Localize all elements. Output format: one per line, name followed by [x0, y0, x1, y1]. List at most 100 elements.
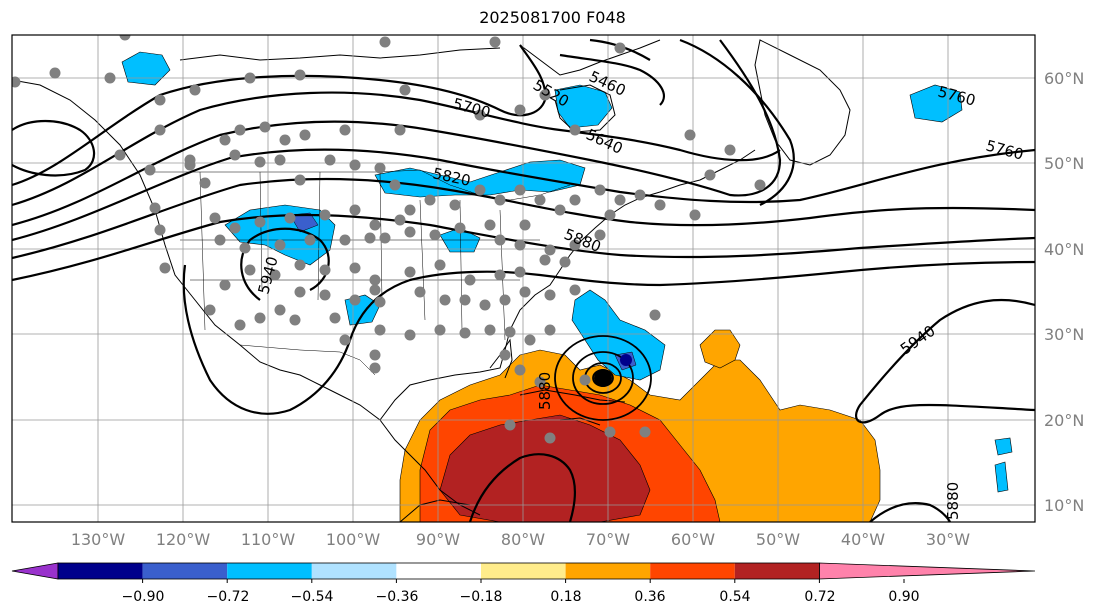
- anomaly-fill-red: [439, 414, 651, 522]
- station-dot: [494, 269, 506, 281]
- longitude-label: 80°W: [501, 530, 545, 549]
- longitude-label: 60°W: [671, 530, 715, 549]
- station-dot: [569, 124, 581, 136]
- longitude-label: 110°W: [241, 530, 296, 549]
- station-dot: [234, 319, 246, 331]
- colorbar-tick: 0.90: [888, 589, 919, 605]
- station-dot: [704, 169, 716, 181]
- station-dot: [639, 426, 651, 438]
- colorbar-segment: [734, 563, 820, 579]
- station-dot: [504, 326, 516, 338]
- longitude-label: 70°W: [586, 530, 630, 549]
- station-dot: [12, 76, 21, 88]
- anomaly-fill-plains-darkblue: [289, 212, 319, 233]
- station-dot: [484, 219, 496, 231]
- colorbar-tick-labels: −0.90 −0.72 −0.54 −0.36 −0.18 0.18 0.36 …: [122, 589, 920, 605]
- station-dot: [474, 109, 486, 121]
- station-dot: [569, 284, 581, 296]
- colorbar-extend-low: [11, 562, 59, 580]
- station-dot: [449, 199, 461, 211]
- graticule: [12, 35, 1035, 522]
- anomaly-fill-east-blue: [994, 437, 1013, 493]
- station-dot: [369, 284, 381, 296]
- station-dot: [159, 262, 171, 274]
- station-dot: [244, 264, 256, 276]
- colorbar-tick: 0.36: [634, 589, 665, 605]
- station-dot: [374, 162, 386, 174]
- anomaly-fill-pacific-blue: [121, 51, 171, 86]
- station-dot: [369, 219, 381, 231]
- station-dot: [479, 299, 491, 311]
- longitude-label: 30°W: [926, 530, 970, 549]
- colorbar-segment: [565, 563, 651, 579]
- station-dot: [104, 72, 116, 84]
- station-dot: [289, 314, 301, 326]
- station-dot: [539, 89, 551, 101]
- longitude-labels: 130°W 120°W 110°W 100°W 90°W 80°W 70°W 6…: [71, 530, 970, 549]
- station-dot: [459, 327, 471, 339]
- station-dot: [494, 234, 506, 246]
- anomaly-fill-canada-blue: [374, 159, 586, 198]
- latitude-label: 40°N: [1044, 240, 1084, 259]
- station-dot: [389, 179, 401, 191]
- station-dot: [154, 94, 166, 106]
- station-dot: [544, 289, 556, 301]
- latitude-label: 20°N: [1044, 411, 1084, 430]
- colorbar-segment: [481, 563, 566, 579]
- station-dot: [229, 149, 241, 161]
- station-dot: [294, 286, 306, 298]
- station-dot: [349, 204, 361, 216]
- station-dot: [539, 254, 551, 266]
- colorbar-segment: [142, 563, 228, 579]
- colorbar-segment: [58, 563, 143, 579]
- station-dot: [499, 294, 511, 306]
- station-dot: [379, 36, 391, 48]
- station-dot: [544, 432, 556, 444]
- station-dot: [204, 304, 216, 316]
- station-dot: [229, 222, 241, 234]
- colorbar-tick: −0.90: [122, 589, 165, 605]
- station-dot: [299, 129, 311, 141]
- station-dot: [294, 174, 306, 186]
- hurricane-center-dark: [620, 354, 632, 366]
- longitude-label: 130°W: [71, 530, 126, 549]
- station-dot: [184, 159, 196, 171]
- anomaly-fill-orange-2: [699, 329, 741, 369]
- colorbar: [11, 562, 1036, 583]
- station-dot: [329, 312, 341, 324]
- station-dot: [494, 194, 506, 206]
- colorbar-tick: 0.18: [550, 589, 581, 605]
- station-dot: [274, 239, 286, 251]
- station-dot: [424, 194, 436, 206]
- station-dot: [219, 134, 231, 146]
- station-dot: [369, 349, 381, 361]
- station-dot: [379, 232, 391, 244]
- station-dot: [649, 309, 661, 321]
- station-dot: [339, 124, 351, 136]
- station-dot: [534, 194, 546, 206]
- station-dot: [364, 232, 376, 244]
- station-dot: [399, 84, 411, 96]
- contour-label: 5880: [944, 482, 962, 520]
- colorbar-tick: 0.72: [804, 589, 835, 605]
- station-dot: [559, 256, 571, 268]
- station-dot: [544, 324, 556, 336]
- station-dot: [209, 212, 221, 224]
- anomaly-fill-greenland-blue: [909, 84, 963, 123]
- station-dot: [489, 36, 501, 48]
- station-dot: [404, 204, 416, 216]
- latitude-label: 60°N: [1044, 69, 1084, 88]
- station-dot: [614, 194, 626, 206]
- station-dot: [234, 124, 246, 136]
- station-dot: [514, 239, 526, 251]
- station-dot: [119, 35, 131, 41]
- station-dot: [519, 219, 531, 231]
- station-dot: [239, 242, 251, 254]
- station-dots: [12, 35, 766, 444]
- latitude-label: 10°N: [1044, 496, 1084, 515]
- station-dot: [519, 286, 531, 298]
- station-dot: [754, 179, 766, 191]
- colorbar-tick: −0.54: [291, 589, 334, 605]
- station-dot: [434, 259, 446, 271]
